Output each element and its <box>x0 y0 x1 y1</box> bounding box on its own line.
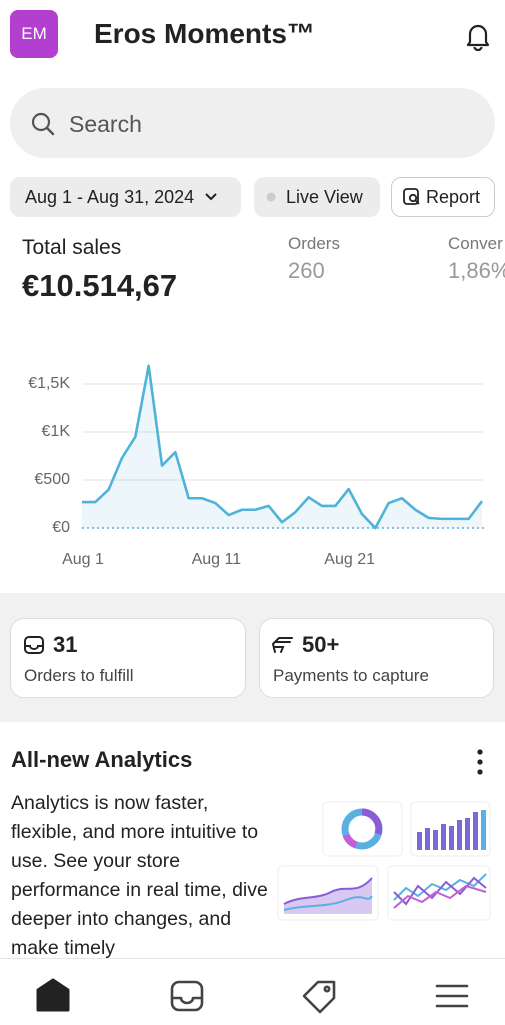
chevron <box>205 193 217 201</box>
area <box>82 365 482 528</box>
date-filter[interactable]: Aug 1 - Aug 31, 2024 <box>10 177 241 217</box>
report-label: Report <box>426 186 481 207</box>
task-label: Orders to fulfill <box>24 666 134 685</box>
conversion-label: Conver <box>448 234 503 253</box>
sales-chart: €0 €500 €1K €1,5K Aug 1 Aug 11 Aug 21 <box>28 364 484 568</box>
report-icon <box>403 188 420 205</box>
task-count: 31 <box>53 632 78 657</box>
conversion-value: 1,86% <box>448 258 505 283</box>
more-menu[interactable] <box>470 748 490 776</box>
live-view-label: Live View <box>286 186 363 207</box>
total-sales-label: Total sales <box>22 236 122 259</box>
nav-icons <box>36 978 469 1014</box>
x-tick-label: Aug 21 <box>324 551 375 568</box>
y-tick-label: €1K <box>42 423 71 440</box>
task-card[interactable]: 31 Orders to fulfill <box>10 618 246 698</box>
x-tick-label: Aug 1 <box>62 551 104 568</box>
line <box>82 364 484 530</box>
notifications-icon[interactable] <box>462 20 494 52</box>
store-name: Eros Moments™ <box>94 18 315 49</box>
x-tick-label: Aug 11 <box>192 551 242 568</box>
store-avatar[interactable]: EM <box>10 10 58 58</box>
orders-value: 260 <box>288 258 325 283</box>
y-tick-label: €0 <box>52 519 70 536</box>
search-bar[interactable] <box>10 88 495 158</box>
live-dot <box>266 192 276 202</box>
search-icon <box>31 112 55 136</box>
report-button[interactable]: Report <box>391 177 495 217</box>
products-tab[interactable] <box>302 980 336 1014</box>
search-placeholder: Search <box>69 111 142 137</box>
task-label: Payments to capture <box>273 666 429 685</box>
y-tick-label: €1,5K <box>28 375 70 392</box>
date-range: Aug 1 - Aug 31, 2024 <box>25 186 195 207</box>
task-card[interactable]: 50+ Payments to capture <box>259 618 494 698</box>
y-tick-label: €500 <box>34 471 70 488</box>
live-view-button[interactable]: Live View <box>254 177 380 217</box>
home-tab[interactable] <box>36 978 70 1012</box>
analytics-illustration <box>277 801 491 921</box>
orders-label: Orders <box>288 234 340 253</box>
task-count: 50+ <box>302 632 340 657</box>
analytics-body: Analytics is now faster, flexible, and m… <box>11 792 268 958</box>
orders-tab[interactable] <box>170 980 204 1012</box>
total-sales-value: €10.514,67 <box>22 268 178 303</box>
inbox-icon <box>24 636 44 654</box>
menu-tab[interactable] <box>435 984 469 1008</box>
bottom-nav <box>0 958 505 1025</box>
analytics-title: All-new Analytics <box>11 747 193 772</box>
payment-icon <box>272 637 293 653</box>
